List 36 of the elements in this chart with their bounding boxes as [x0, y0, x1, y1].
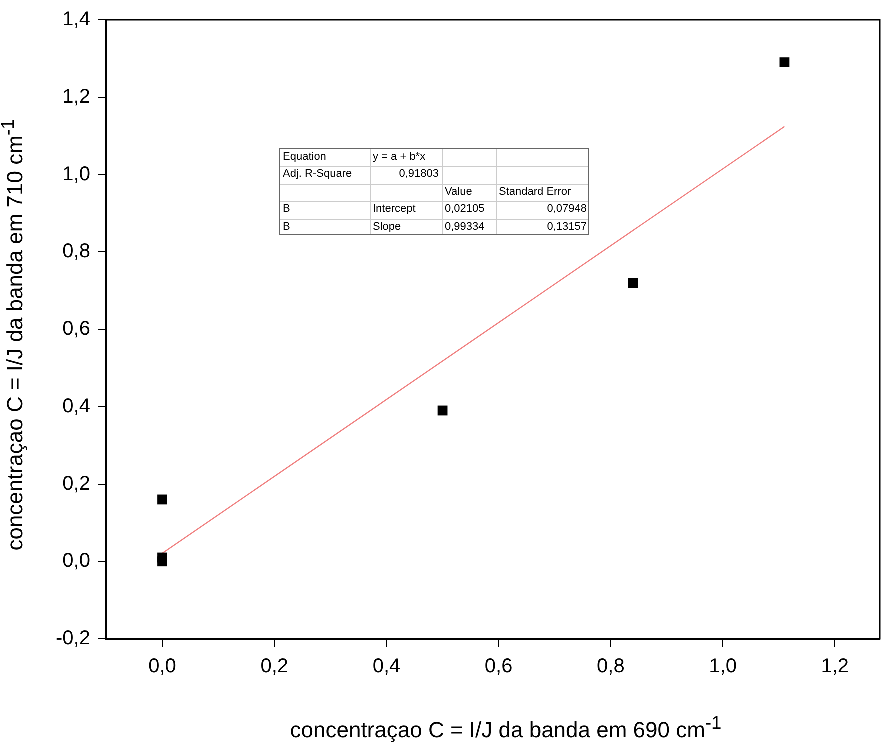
annotation: Equation	[283, 150, 328, 165]
point	[158, 552, 168, 563]
annotation: 0,91803	[398, 167, 439, 182]
x-tick-label: 0,0	[148, 656, 176, 678]
annotation: 0,13157	[546, 220, 587, 235]
x-tick-label: 0,8	[597, 656, 625, 678]
y-tick-label: 1,2	[62, 86, 90, 108]
annotation: Standard Error	[499, 184, 572, 200]
y-tick-label: 1,0	[62, 163, 90, 186]
x-tick-label: 0,4	[372, 656, 401, 678]
point	[438, 406, 448, 416]
x-tick-label: 0,6	[484, 656, 513, 678]
point	[628, 278, 638, 288]
y-tick-label: 0,2	[62, 472, 90, 495]
annotation: Intercept	[373, 202, 417, 218]
annotation: Slope	[373, 220, 402, 235]
annotation: Adj. R-Square	[283, 167, 354, 182]
y-tick-label: 1,4	[62, 8, 90, 31]
y-tick-label: 0,0	[62, 550, 90, 572]
y-tick-label: -0,2	[56, 628, 90, 650]
point	[780, 58, 790, 68]
x-tick-label: 1,2	[821, 656, 850, 678]
y-tick-label: 0,6	[62, 318, 90, 340]
x-tick-label: 1,0	[709, 656, 737, 678]
annotation: y = a + b*x	[373, 150, 427, 165]
x-axis-title: concentraçao C = I/J da banda em 690 cm$^{-1}$	[289, 712, 723, 744]
annotation: Value	[445, 184, 474, 200]
y-tick-label: 0,4	[62, 395, 90, 418]
y-tick-label: 0,8	[62, 240, 90, 263]
annotation: B	[283, 202, 292, 218]
point	[158, 494, 168, 505]
annotation: 0,99334	[445, 220, 486, 235]
x-tick-label: 0,2	[260, 656, 289, 678]
annotation: B	[283, 220, 292, 235]
annotation: 0,07948	[546, 202, 587, 218]
annotation: 0,02105	[445, 202, 486, 218]
